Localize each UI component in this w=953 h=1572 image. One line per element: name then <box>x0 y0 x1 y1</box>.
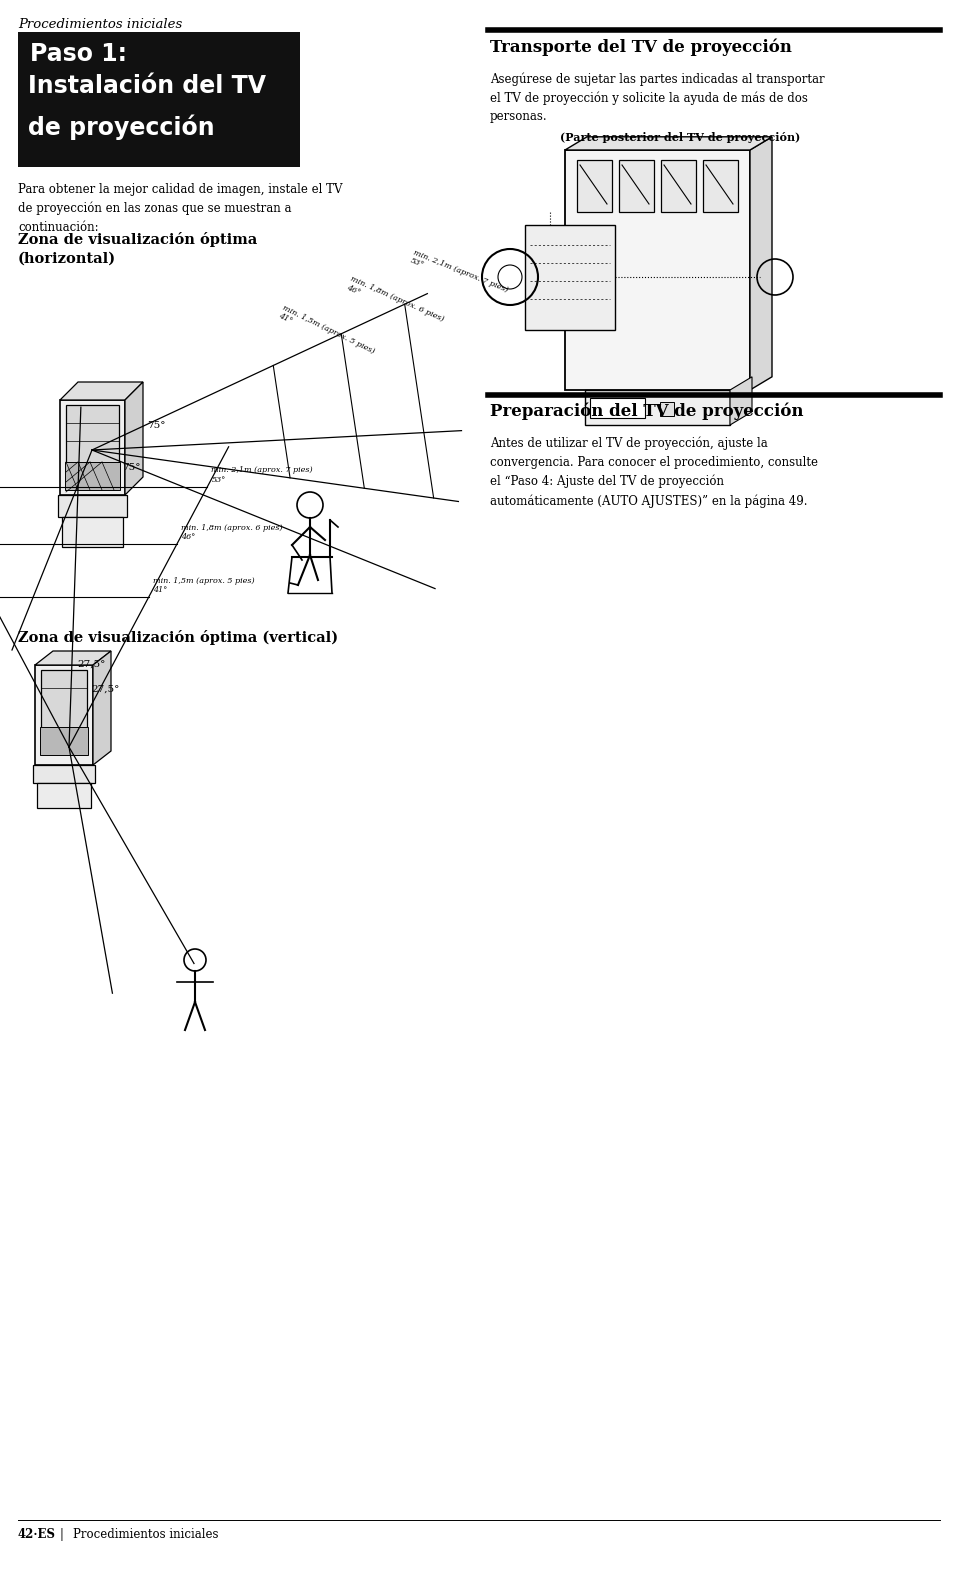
Text: Antes de utilizar el TV de proyección, ajuste la
convergencia. Para conocer el p: Antes de utilizar el TV de proyección, a… <box>490 437 817 508</box>
Bar <box>702 160 738 212</box>
Bar <box>618 160 654 212</box>
Bar <box>62 517 123 547</box>
Text: Asegúrese de sujetar las partes indicadas al transportar
el TV de proyección y s: Asegúrese de sujetar las partes indicada… <box>490 72 823 123</box>
Text: min. 2,1m (aprox. 7 pies)
53°: min. 2,1m (aprox. 7 pies) 53° <box>408 248 509 302</box>
Bar <box>589 398 644 418</box>
Text: Transporte del TV de proyección: Transporte del TV de proyección <box>490 38 791 55</box>
Bar <box>65 462 120 490</box>
Text: min. 1,5m (aprox. 5 pies)
41°: min. 1,5m (aprox. 5 pies) 41° <box>277 303 375 363</box>
Text: min. 1,8m (aprox. 6 pies)
46°: min. 1,8m (aprox. 6 pies) 46° <box>345 275 445 332</box>
Bar <box>577 160 612 212</box>
Polygon shape <box>729 377 751 424</box>
Text: (horizontal): (horizontal) <box>18 252 116 266</box>
Polygon shape <box>125 382 143 495</box>
Bar <box>41 670 87 729</box>
Text: Zona de visualización óptima: Zona de visualización óptima <box>18 233 257 247</box>
Text: Para obtener la mejor calidad de imagen, instale el TV
de proyección en las zona: Para obtener la mejor calidad de imagen,… <box>18 182 342 234</box>
Bar <box>18 31 299 167</box>
Bar <box>66 406 119 465</box>
Polygon shape <box>60 382 143 399</box>
Text: min. 2,1m (aprox. 7 pies)
53°: min. 2,1m (aprox. 7 pies) 53° <box>212 467 313 484</box>
Text: min. 1,5m (aprox. 5 pies)
41°: min. 1,5m (aprox. 5 pies) 41° <box>152 577 254 594</box>
Text: 42·ES: 42·ES <box>18 1528 56 1541</box>
Text: Zona de visualización óptima (vertical): Zona de visualización óptima (vertical) <box>18 630 337 645</box>
Text: min. 1,8m (aprox. 6 pies)
46°: min. 1,8m (aprox. 6 pies) 46° <box>181 523 282 541</box>
Text: Procedimientos iniciales: Procedimientos iniciales <box>73 1528 218 1541</box>
Text: 75°: 75° <box>147 421 165 431</box>
Bar <box>584 390 729 424</box>
Bar <box>60 399 125 495</box>
Bar <box>40 726 88 755</box>
Text: de proyección: de proyección <box>28 115 214 140</box>
Text: Procedimientos iniciales: Procedimientos iniciales <box>18 17 182 31</box>
Text: (Parte posterior del TV de proyección): (Parte posterior del TV de proyección) <box>559 132 800 143</box>
Text: Preparación del TV de proyección: Preparación del TV de proyección <box>490 402 802 420</box>
Text: 75°: 75° <box>122 464 140 472</box>
Bar <box>564 149 749 390</box>
Text: 27,5°: 27,5° <box>77 660 105 670</box>
Bar <box>33 766 95 783</box>
Bar <box>35 665 92 766</box>
Bar <box>659 402 673 417</box>
Bar <box>37 783 91 808</box>
Text: Instalación del TV: Instalación del TV <box>28 74 266 97</box>
Bar <box>58 495 127 517</box>
Polygon shape <box>749 137 771 390</box>
Text: |: | <box>60 1528 64 1541</box>
Text: Paso 1:: Paso 1: <box>30 42 127 66</box>
Polygon shape <box>35 651 111 665</box>
Bar <box>660 160 696 212</box>
Text: 27,5°: 27,5° <box>91 685 119 693</box>
Polygon shape <box>564 137 771 149</box>
Polygon shape <box>92 651 111 766</box>
Bar <box>524 225 615 330</box>
